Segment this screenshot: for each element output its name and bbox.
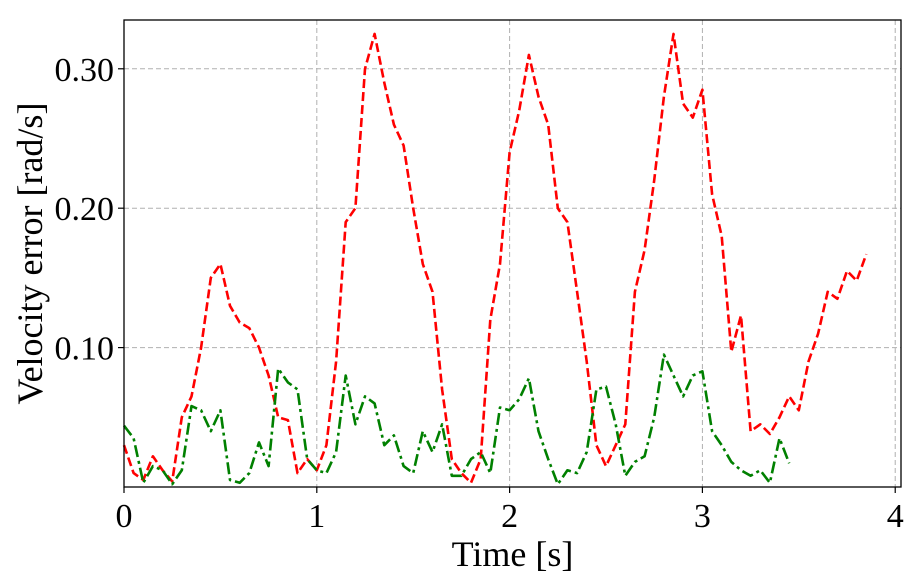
x-tick-label: 1 <box>308 498 325 535</box>
y-tick-label: 0.30 <box>55 52 115 89</box>
x-tick-label: 3 <box>694 498 711 535</box>
series-line-2 <box>122 353 791 486</box>
y-tick-label: 0.10 <box>55 331 115 368</box>
plot-frame <box>123 19 902 488</box>
x-axis-label: Time [s] <box>452 534 574 574</box>
series-line-1 <box>122 32 868 485</box>
ticks: 0 1 2 3 4 0.10 0.20 0.30 <box>55 52 904 535</box>
x-tick-label: 4 <box>887 498 904 535</box>
y-axis-label: Velocity error [rad/s] <box>10 103 50 405</box>
series-group <box>122 32 868 486</box>
x-tick-label: 0 <box>116 498 133 535</box>
grid <box>124 20 901 487</box>
y-tick-label: 0.20 <box>55 191 115 228</box>
x-tick-label: 2 <box>501 498 518 535</box>
